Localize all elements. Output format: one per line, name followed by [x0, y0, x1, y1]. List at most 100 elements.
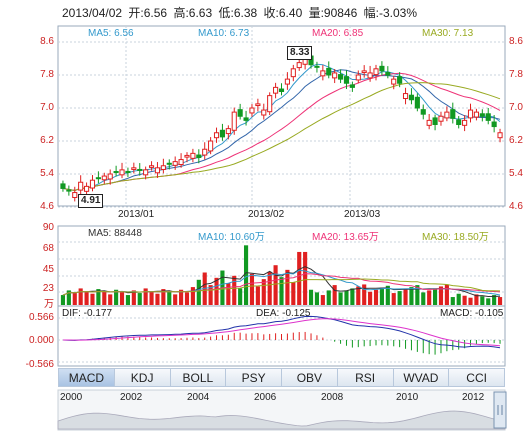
vol-ma10-legend: MA10: 10.60万 [198, 232, 265, 243]
candle-body [243, 117, 249, 121]
candle-body [444, 111, 450, 119]
date-tick: 2013/03 [344, 209, 381, 220]
volume-bar [433, 288, 438, 305]
price-tick-right: 6.2 [509, 135, 523, 146]
volume-bar [368, 291, 373, 305]
volume-bar [226, 283, 231, 305]
timeline-year: 2004 [187, 392, 210, 403]
tab-boll[interactable]: BOLL [170, 368, 227, 387]
volume-bar [421, 292, 426, 305]
tab-kdj[interactable]: KDJ [114, 368, 171, 387]
vol-ma5-legend: MA5: 88448 [88, 228, 142, 239]
volume-bar [173, 294, 178, 305]
volume-bar [84, 291, 89, 305]
candle-body [367, 72, 373, 79]
tab-wvad[interactable]: WVAD [393, 368, 450, 387]
volume-bar [320, 295, 325, 305]
candle-body [101, 175, 107, 181]
candle-body [84, 185, 90, 192]
timeline-year: 2008 [321, 392, 344, 403]
volume-bar [492, 295, 497, 305]
quote-open: 开:6.56 [128, 6, 168, 20]
price-tick-left: 8.6 [40, 36, 54, 47]
candle-body [137, 168, 143, 171]
ma30-line [62, 82, 501, 192]
quote-change: 幅:-3.03% [363, 6, 418, 20]
volume-unit: 万 [44, 299, 54, 310]
tab-rsi[interactable]: RSI [337, 368, 394, 387]
candle-body [131, 167, 137, 170]
ma10-legend: MA10: 6.73 [198, 28, 250, 39]
volume-tick: 68 [42, 243, 54, 254]
volume-bar [403, 289, 408, 305]
volume-tick: 90 [42, 222, 54, 233]
tab-macd[interactable]: MACD [58, 368, 115, 387]
vol-ma30-legend: MA30: 18.50万 [422, 232, 489, 243]
dea-legend: DEA: -0.125 [256, 308, 311, 319]
candle-body [320, 70, 326, 77]
candle-body [261, 109, 267, 116]
candle-body [385, 72, 391, 76]
volume-bar [450, 297, 455, 305]
vol-ma20-legend: MA20: 13.65万 [312, 232, 379, 243]
candle-body [278, 88, 285, 93]
volume-bar [456, 293, 461, 305]
dif-line [62, 315, 501, 349]
price-tick-right: 4.6 [509, 201, 523, 212]
macd-lines [62, 315, 501, 349]
volume-bar [314, 292, 320, 305]
ma20-legend: MA20: 6.85 [312, 28, 364, 39]
candle-body [479, 113, 485, 117]
volume-bar [78, 288, 83, 305]
timeline-year: 2000 [60, 392, 83, 403]
timeline-area [57, 410, 506, 430]
indicator-tabs: MACD KDJ BOLL PSY OBV RSI WVAD CCI [58, 368, 505, 387]
volume-bar [167, 291, 172, 305]
price-tick-left: 7.8 [40, 69, 54, 80]
volume-bar [179, 289, 184, 305]
candle-body [426, 119, 432, 126]
volume-bar [184, 292, 190, 305]
price-moving-averages [62, 63, 501, 192]
candle-body [119, 169, 125, 176]
volume-bar [66, 290, 71, 305]
volume-bar [409, 287, 414, 305]
candle-body [497, 132, 503, 139]
candle-body [237, 109, 243, 117]
ma5-legend: MA5: 6.56 [88, 28, 134, 39]
ma10-line [62, 69, 501, 192]
volume-bar [427, 290, 432, 305]
candle-body [296, 62, 302, 69]
volume-bar [238, 288, 243, 305]
date-tick: 2013/02 [248, 209, 285, 220]
volume-bars [60, 245, 503, 305]
volume-bar [202, 272, 207, 305]
timeline-year: 2010 [396, 392, 419, 403]
volume-bar [297, 251, 302, 305]
volume-bar [72, 293, 77, 305]
volume-bar [279, 277, 284, 305]
timeline-range-handle[interactable] [493, 391, 507, 429]
volume-bar [190, 287, 195, 305]
tab-psy[interactable]: PSY [226, 368, 282, 387]
volume-bar [385, 285, 390, 305]
macd-tick: 0.000 [28, 335, 54, 346]
candle-body [255, 103, 261, 107]
high-price-callout: 8.33 [287, 46, 313, 60]
candle-body [402, 93, 409, 100]
price-tick-left: 4.6 [40, 201, 54, 212]
candle-body [66, 189, 72, 192]
candle-body [160, 165, 166, 170]
tab-obv[interactable]: OBV [282, 368, 338, 387]
candle-body [89, 179, 96, 189]
volume-bar [273, 265, 278, 305]
candle-body [314, 65, 320, 68]
ma5-line [62, 63, 501, 192]
macd-legend: MACD: -0.105 [440, 308, 504, 319]
candle-body [184, 154, 190, 158]
tab-cci[interactable]: CCI [449, 368, 505, 387]
candle-body [420, 109, 426, 115]
volume-bar [291, 282, 296, 305]
candle-body [438, 115, 444, 122]
